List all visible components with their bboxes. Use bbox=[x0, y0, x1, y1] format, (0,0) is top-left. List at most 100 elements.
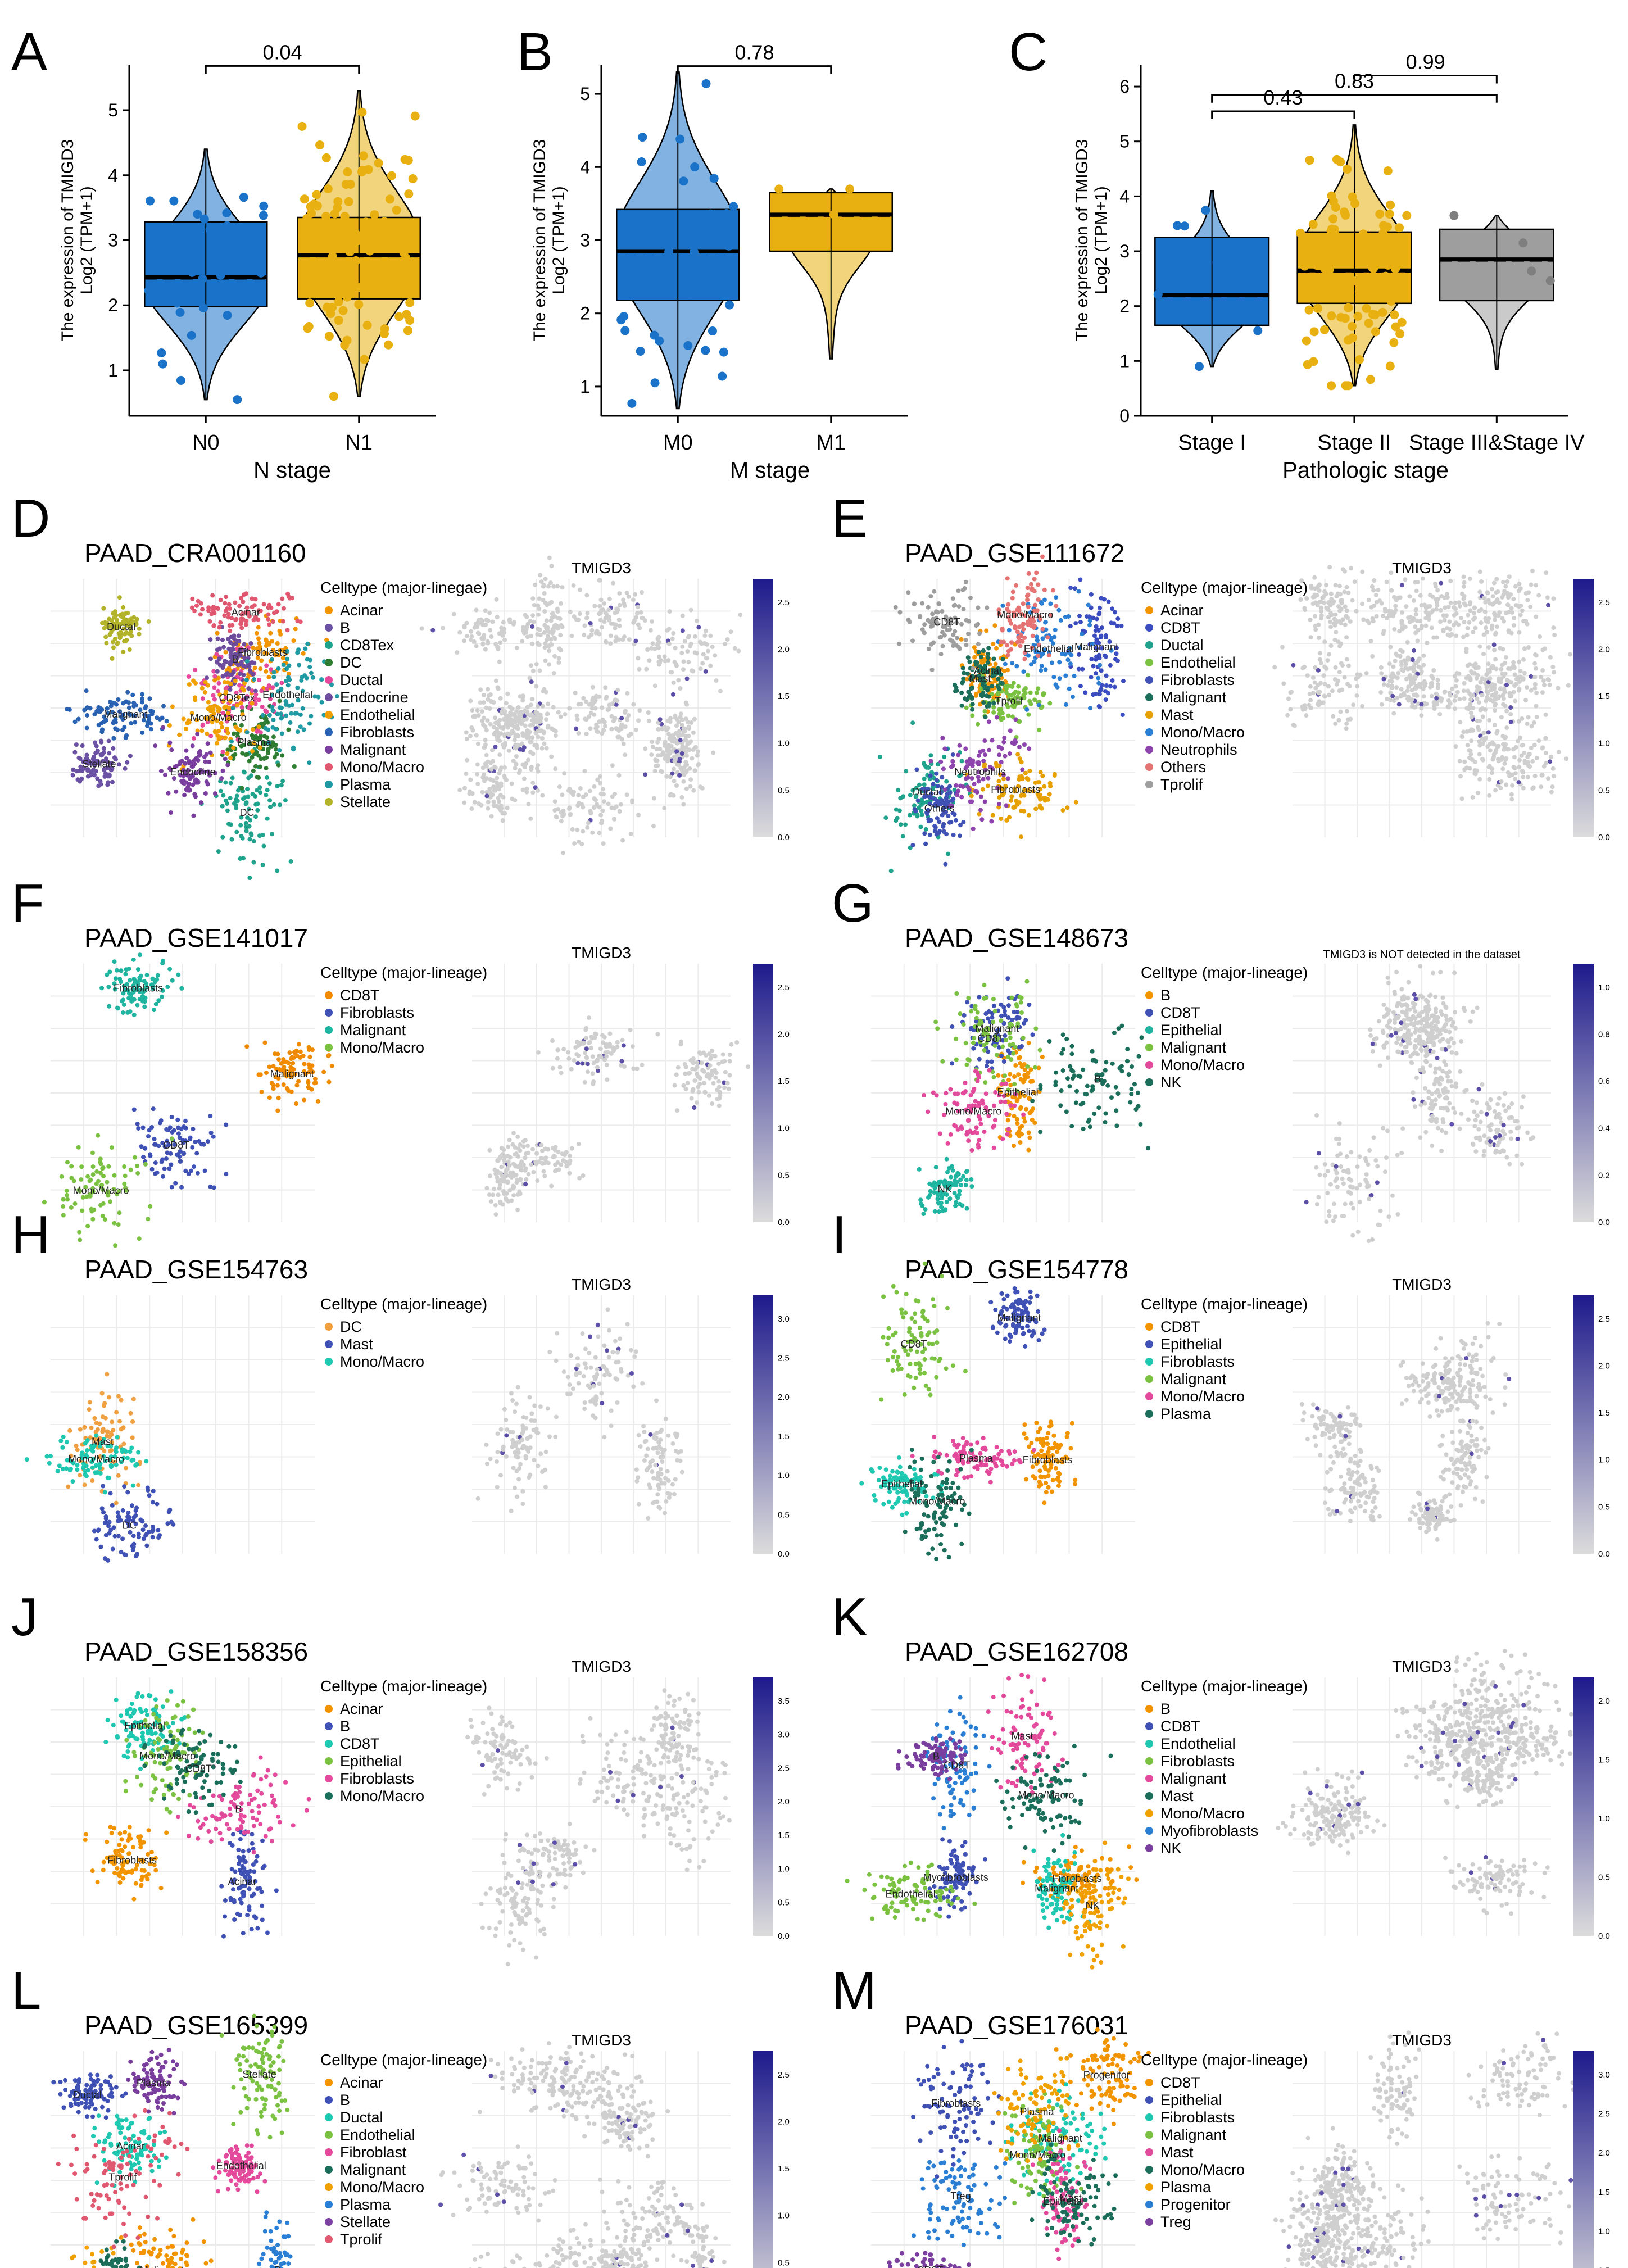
cell-point bbox=[898, 796, 903, 801]
cell-point bbox=[1521, 786, 1526, 791]
cell-point bbox=[537, 668, 542, 673]
data-point bbox=[701, 79, 711, 88]
cell-point bbox=[1477, 609, 1482, 614]
cell-point bbox=[142, 1004, 147, 1009]
data-point bbox=[1175, 282, 1185, 291]
legend-label: Endothelial bbox=[340, 706, 415, 723]
cell-point bbox=[1434, 597, 1439, 602]
cell-point bbox=[205, 1139, 210, 1144]
cell-point bbox=[72, 750, 78, 755]
cell-point bbox=[486, 641, 491, 646]
cell-point bbox=[1021, 601, 1026, 606]
cell-point bbox=[225, 747, 230, 752]
cell-point bbox=[1500, 647, 1505, 652]
cell-point bbox=[974, 623, 979, 628]
cell-point bbox=[616, 637, 622, 642]
data-point bbox=[344, 279, 354, 288]
cell-point bbox=[1076, 652, 1081, 657]
cell-point bbox=[208, 750, 213, 755]
cell-point bbox=[110, 779, 115, 784]
cell-point bbox=[212, 697, 217, 702]
cell-point bbox=[1078, 577, 1083, 582]
cell-point bbox=[1386, 683, 1391, 688]
cell-point bbox=[671, 680, 676, 685]
cell-point bbox=[1336, 639, 1341, 645]
y-tick-label: 2 bbox=[580, 303, 590, 324]
cell-point bbox=[1058, 618, 1063, 623]
cell-point bbox=[520, 639, 525, 644]
data-point bbox=[1305, 156, 1314, 165]
cell-point bbox=[958, 823, 963, 828]
cell-point bbox=[279, 731, 284, 736]
cell-point bbox=[1024, 707, 1030, 712]
cell-point bbox=[248, 641, 253, 646]
cell-point bbox=[1412, 681, 1417, 686]
cell-point bbox=[524, 786, 529, 791]
cell-point bbox=[991, 710, 996, 715]
cell-point bbox=[558, 714, 563, 719]
cell-point bbox=[587, 702, 592, 707]
cell-point bbox=[1048, 601, 1053, 606]
cell-point bbox=[590, 684, 595, 690]
cell-point bbox=[1516, 780, 1521, 785]
cell-point bbox=[182, 792, 187, 797]
cell-point bbox=[1359, 601, 1364, 606]
cell-point bbox=[270, 708, 275, 713]
data-point bbox=[675, 134, 685, 144]
cell-point bbox=[502, 774, 507, 779]
cell-point bbox=[1068, 624, 1073, 629]
cell-point bbox=[1023, 770, 1028, 775]
cell-point bbox=[133, 720, 138, 725]
data-point bbox=[1382, 285, 1391, 294]
cell-point bbox=[1010, 596, 1015, 601]
cell-point bbox=[486, 693, 491, 698]
cell-point bbox=[76, 716, 81, 722]
cell-point bbox=[592, 805, 597, 810]
cell-point bbox=[692, 634, 697, 639]
cell-point bbox=[99, 729, 105, 734]
cell-point bbox=[1086, 614, 1091, 619]
cell-point bbox=[541, 584, 546, 589]
cell-point bbox=[915, 814, 920, 819]
cell-point bbox=[252, 677, 257, 682]
data-point bbox=[334, 316, 343, 325]
cell-point bbox=[581, 829, 586, 834]
cell-point bbox=[274, 752, 279, 757]
cell-point bbox=[914, 767, 919, 772]
cell-point bbox=[544, 746, 549, 751]
cell-point bbox=[1423, 623, 1429, 628]
cell-point bbox=[1043, 619, 1048, 624]
cell-point bbox=[530, 641, 535, 646]
cell-point bbox=[1550, 784, 1555, 790]
cell-point bbox=[203, 791, 208, 796]
data-point bbox=[1180, 221, 1190, 231]
data-point bbox=[1389, 273, 1399, 282]
cell-point bbox=[1457, 759, 1462, 764]
cell-point bbox=[1372, 578, 1377, 583]
data-point bbox=[774, 184, 784, 194]
cell-point bbox=[1564, 756, 1569, 761]
data-point bbox=[845, 184, 855, 194]
cell-point bbox=[942, 633, 947, 638]
cell-point bbox=[976, 753, 981, 758]
cell-point bbox=[1486, 645, 1491, 650]
cell-point bbox=[1063, 615, 1068, 620]
cell-point bbox=[560, 624, 565, 629]
cell-point bbox=[643, 746, 648, 751]
cell-point bbox=[135, 1121, 140, 1126]
legend-dot bbox=[325, 798, 333, 806]
scale-tick-label: 2.5 bbox=[1598, 598, 1610, 607]
cell-point bbox=[1435, 588, 1440, 593]
cell-point bbox=[1334, 593, 1339, 598]
cell-point bbox=[1398, 693, 1403, 698]
data-point bbox=[307, 208, 316, 218]
cell-point bbox=[212, 685, 217, 690]
cell-point bbox=[483, 777, 488, 782]
x-tick-label: N1 bbox=[345, 431, 373, 455]
cell-point bbox=[1317, 657, 1322, 662]
cell-point bbox=[1455, 690, 1460, 695]
cell-point bbox=[973, 693, 978, 698]
cell-point bbox=[169, 1162, 174, 1167]
cell-point bbox=[1491, 580, 1497, 586]
cell-point bbox=[1393, 604, 1398, 609]
